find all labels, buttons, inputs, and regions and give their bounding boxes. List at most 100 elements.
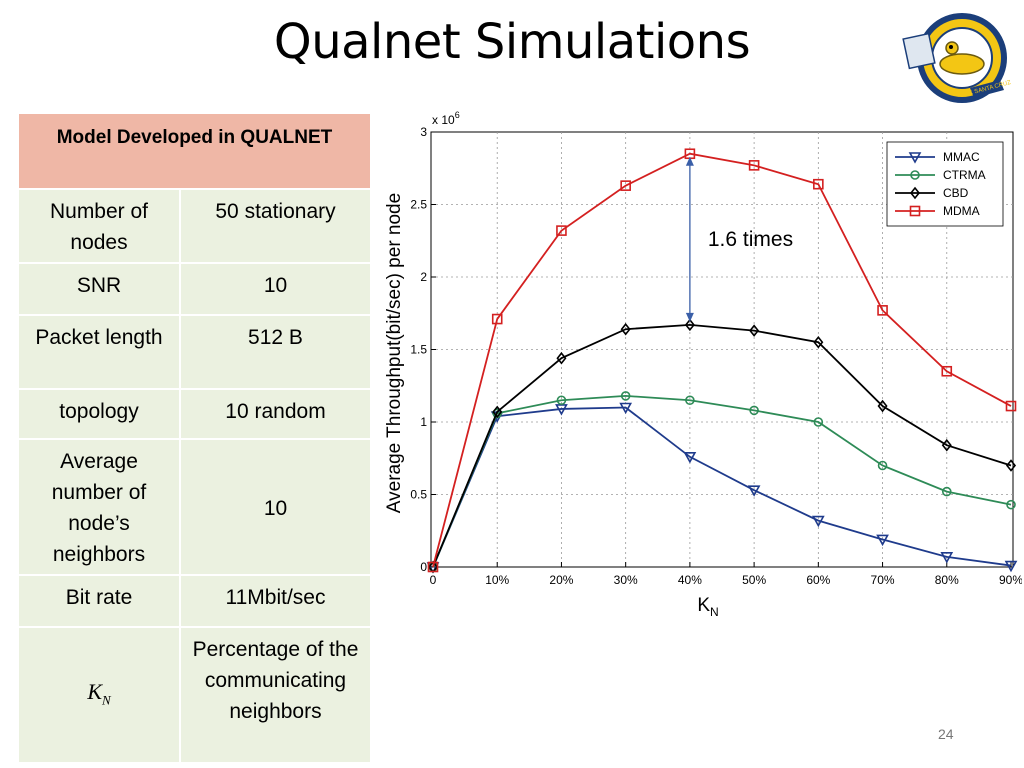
data-point: [427, 561, 439, 573]
data-point: [908, 152, 922, 164]
x-tick-label: 50%: [742, 573, 766, 587]
data-point: [556, 351, 567, 365]
param-cell: KN: [19, 628, 181, 764]
table-row: Packet length 512 B: [19, 316, 370, 390]
data-point: [620, 180, 631, 191]
annotation-arrowhead-up: [685, 156, 694, 166]
data-point: [491, 313, 503, 325]
data-point: [1005, 400, 1017, 412]
annotation-label: 1.6 times: [708, 228, 793, 251]
x-tick-label: 10%: [485, 573, 509, 587]
table-header-row: Model Developed in QUALNET: [19, 114, 370, 190]
x-tick-label: 90%: [999, 573, 1022, 587]
data-point: [910, 170, 920, 180]
data-point: [1006, 499, 1016, 510]
series-line: [432, 152, 1012, 568]
y-tick-label: 2.5: [410, 198, 427, 212]
param-cell: SNR: [19, 264, 181, 316]
data-point: [877, 460, 888, 471]
x-axis-label: KN: [697, 595, 718, 618]
value-cell: 10 random: [181, 390, 370, 440]
legend-label: CBD: [943, 186, 969, 200]
data-point: [684, 318, 695, 332]
y-tick-label: 0.5: [410, 488, 427, 502]
series-line: [432, 406, 1012, 568]
series-cbd: [427, 318, 1017, 574]
data-point: [748, 160, 760, 171]
data-point: [941, 365, 953, 377]
series-mdma: [427, 148, 1017, 573]
series-line: [432, 394, 1012, 568]
slide-title: Qualnet Simulations: [273, 14, 751, 70]
page-number: 24: [938, 726, 954, 742]
param-cell: Packet length: [19, 316, 181, 390]
data-point: [685, 395, 695, 406]
data-point: [941, 438, 952, 452]
table-row: topology 10 random: [19, 390, 370, 440]
legend-label: MMAC: [943, 150, 980, 164]
legend-label: CTRMA: [943, 168, 986, 182]
annotation-arrowhead-down: [685, 312, 694, 322]
data-point: [749, 405, 759, 416]
y-tick-label: 1: [420, 415, 427, 429]
data-point: [683, 452, 697, 464]
x-tick-label: 0: [430, 573, 437, 587]
value-cell: Percentage of the communicating neighbor…: [181, 628, 370, 764]
kn-symbol: KN: [87, 679, 111, 708]
data-point: [1004, 560, 1018, 573]
y-multiplier: x 106: [432, 110, 460, 127]
data-point: [619, 402, 633, 415]
value-cell: 50 stationary: [181, 190, 370, 264]
data-point: [747, 485, 761, 497]
data-point: [749, 324, 760, 337]
x-tick-label: 60%: [806, 573, 830, 587]
table-header: Model Developed in QUALNET: [19, 114, 370, 190]
data-point: [620, 391, 631, 401]
y-tick-label: 2: [420, 270, 427, 284]
data-point: [556, 225, 567, 236]
param-cell: Bit rate: [19, 576, 181, 628]
x-tick-label: 40%: [678, 573, 702, 587]
table-row: Number of nodes 50 stationary: [19, 190, 370, 264]
table-row: Average number of node’s neighbors 10: [19, 440, 370, 576]
parameter-table: Model Developed in QUALNET Number of nod…: [19, 114, 370, 764]
data-point: [909, 186, 921, 200]
data-point: [909, 205, 921, 217]
value-cell: 10: [181, 264, 370, 316]
y-tick-label: 1.5: [410, 343, 427, 357]
table-row: KN Percentage of the communicating neigh…: [19, 628, 370, 764]
data-point: [813, 335, 824, 349]
legend-label: MDMA: [943, 204, 980, 218]
data-point: [876, 534, 889, 547]
y-axis-label: Average Throughput(bit/sec) per node: [384, 193, 405, 513]
x-tick-label: 30%: [614, 573, 638, 587]
data-point: [877, 305, 888, 316]
data-point: [813, 417, 824, 427]
series-mmac: [426, 402, 1018, 574]
series-line: [432, 323, 1012, 568]
university-logo: UC SANTA CRUZ: [902, 13, 1012, 103]
table-row: Bit rate 11Mbit/sec: [19, 576, 370, 628]
data-point: [1005, 459, 1017, 472]
data-point: [492, 405, 503, 419]
legend-box: [886, 141, 1004, 227]
throughput-chart: 0 0.5 1 1.5 2 2.5 3 0 10% 20% 30% 40% 50% 60% 70% 80% 90…: [384, 110, 1022, 618]
table-row: SNR 10: [19, 264, 370, 316]
value-cell: 11Mbit/sec: [181, 576, 370, 628]
value-cell: 10: [181, 440, 370, 576]
data-point: [813, 178, 824, 190]
data-point: [556, 395, 567, 406]
x-tick-label: 20%: [549, 573, 573, 587]
x-tick-label: 80%: [935, 573, 959, 587]
data-point: [940, 552, 954, 564]
param-cell: topology: [19, 390, 181, 440]
data-point: [620, 322, 631, 336]
param-cell: Average number of node’s neighbors: [19, 440, 181, 576]
data-point: [877, 399, 888, 413]
data-point: [811, 515, 825, 528]
x-tick-label: 70%: [871, 573, 895, 587]
value-cell: 512 B: [181, 316, 370, 390]
param-cell: Number of nodes: [19, 190, 181, 264]
data-point: [941, 486, 952, 497]
y-tick-label: 0: [420, 560, 427, 574]
